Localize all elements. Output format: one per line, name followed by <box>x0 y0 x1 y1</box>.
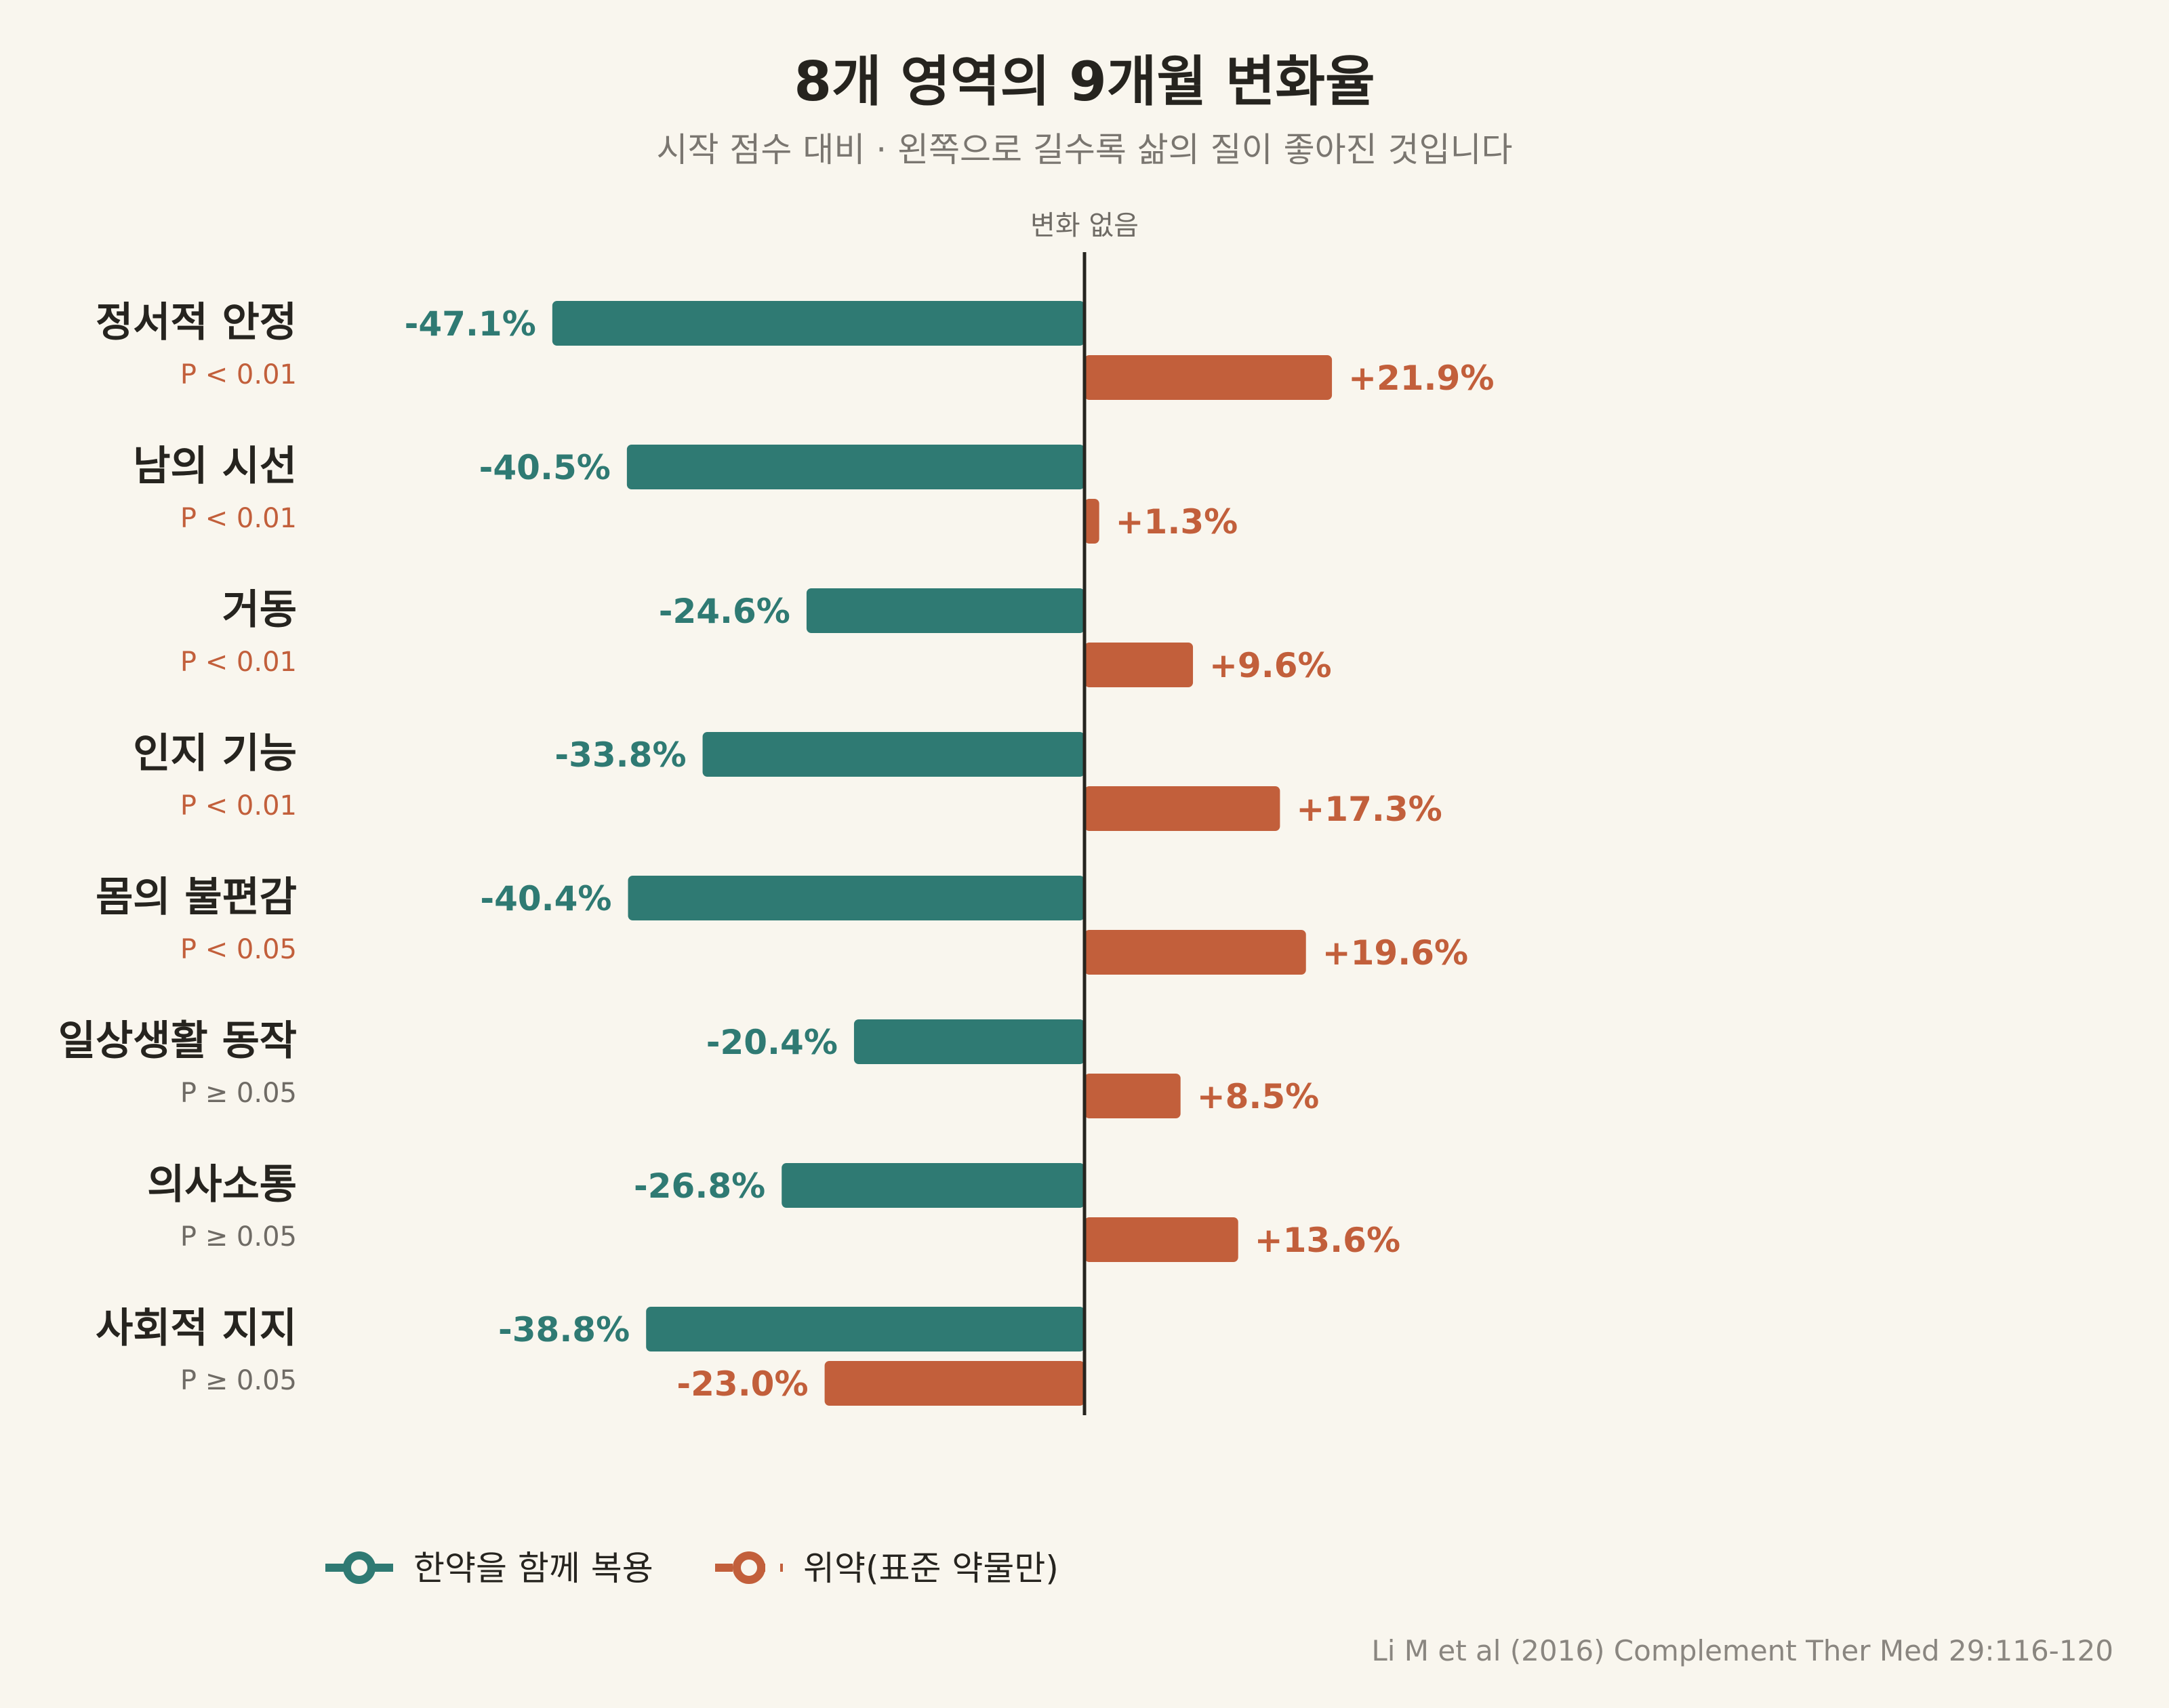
value-label: +13.6% <box>1255 1221 1400 1260</box>
value-label: -38.8% <box>498 1310 630 1349</box>
category-label: 몸의 불편감 <box>96 874 297 921</box>
legend-label: 위약(표준 약물만) <box>803 1549 1059 1588</box>
bar-herbal <box>853 1019 1084 1064</box>
bar-herbal <box>702 732 1084 777</box>
value-label: -24.6% <box>659 592 790 631</box>
category-label: 거동 <box>222 586 297 634</box>
category-label: 의사소통 <box>147 1161 297 1208</box>
legend-marker-icon <box>733 1551 765 1584</box>
p-value-label: P < 0.01 <box>180 503 297 534</box>
bar-herbal <box>782 1163 1084 1208</box>
category-label: 인지 기능 <box>133 730 297 777</box>
p-value-label: P ≥ 0.05 <box>180 1078 297 1109</box>
value-label: -40.4% <box>480 879 611 918</box>
value-label: +21.9% <box>1348 359 1494 398</box>
legend-item-herbal: 한약을 함께 복용 <box>325 1549 653 1588</box>
legend-item-placebo: 위약(표준 약물만) <box>715 1549 1059 1588</box>
value-label: +9.6% <box>1209 646 1332 685</box>
chart-title: 8개 영역의 9개월 변화율 <box>794 50 1375 113</box>
value-label: -20.4% <box>706 1023 838 1062</box>
legend-label: 한약을 함께 복용 <box>413 1549 653 1588</box>
bar-herbal <box>646 1307 1084 1351</box>
p-value-label: P < 0.01 <box>180 647 297 678</box>
value-label: -33.8% <box>554 735 686 775</box>
p-value-label: P ≥ 0.05 <box>180 1221 297 1253</box>
value-label: -26.8% <box>634 1166 765 1206</box>
bar-placebo <box>1084 786 1280 831</box>
bar-placebo <box>824 1361 1084 1406</box>
chart-subtitle: 시작 점수 대비 · 왼쪽으로 길수록 삶의 질이 좋아진 것입니다 <box>657 130 1513 169</box>
bar-herbal <box>806 588 1084 633</box>
bar-placebo <box>1084 1217 1238 1262</box>
p-value-label: P < 0.01 <box>180 790 297 821</box>
category-label: 남의 시선 <box>133 443 297 490</box>
zero-line-label: 변화 없음 <box>1030 210 1139 241</box>
legend-marker-icon <box>343 1551 376 1584</box>
bar-placebo <box>1084 1074 1181 1118</box>
bar-herbal <box>626 445 1084 489</box>
value-label: -40.5% <box>479 448 611 487</box>
bar-placebo <box>1084 643 1194 687</box>
bar-herbal <box>552 301 1084 346</box>
value-label: +1.3% <box>1116 502 1238 542</box>
value-label: +17.3% <box>1296 790 1442 829</box>
bar-placebo <box>1084 355 1333 400</box>
value-label: +8.5% <box>1197 1077 1320 1116</box>
legend: 한약을 함께 복용 위약(표준 약물만) <box>325 1549 1059 1588</box>
p-value-label: P < 0.01 <box>180 359 297 390</box>
category-label: 정서적 안정 <box>96 299 297 346</box>
bar-placebo <box>1084 930 1306 975</box>
bars-layer: 정서적 안정 P < 0.01 -47.1% +21.9% 남의 시선 P < 0.01 -… <box>58 299 1494 1406</box>
p-value-label: P < 0.05 <box>180 934 297 965</box>
bar-herbal <box>628 876 1084 920</box>
p-value-label: P ≥ 0.05 <box>180 1365 297 1396</box>
value-label: +19.6% <box>1322 933 1468 973</box>
bar-placebo <box>1084 499 1099 544</box>
source-note: Li M et al (2016) Complement Ther Med 29… <box>1371 1634 2113 1667</box>
value-label: -47.1% <box>405 304 536 344</box>
value-label: -23.0% <box>676 1364 808 1404</box>
category-label: 일상생활 동작 <box>58 1017 297 1065</box>
category-label: 사회적 지지 <box>96 1305 297 1352</box>
